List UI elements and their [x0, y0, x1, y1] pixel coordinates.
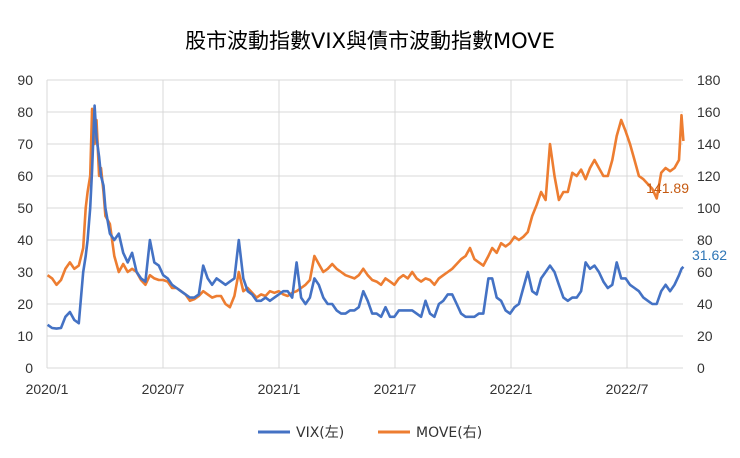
right-tick-label: 40 — [697, 296, 713, 312]
right-tick-label: 0 — [697, 360, 705, 376]
chart-title: 股市波動指數VIX與債市波動指數MOVE — [185, 29, 555, 53]
left-tick-label: 0 — [25, 360, 33, 376]
right-tick-label: 160 — [697, 104, 721, 120]
left-tick-label: 30 — [17, 264, 33, 280]
series-lines — [46, 104, 685, 330]
legend-move-label: MOVE(右) — [416, 425, 482, 441]
gridlines — [46, 79, 683, 369]
right-tick-label: 140 — [697, 136, 721, 152]
right-tick-label: 80 — [697, 232, 713, 248]
x-tick-label: 2021/1 — [258, 381, 301, 397]
left-tick-label: 40 — [17, 232, 33, 248]
vix-last-value-label: 31.62 — [692, 247, 727, 263]
left-tick-label: 80 — [17, 104, 33, 120]
right-tick-label: 100 — [697, 200, 721, 216]
legend: VIX(左) MOVE(右) — [258, 425, 482, 441]
vix-series-line — [46, 104, 685, 330]
x-axis-ticks: 2020/1 2020/7 2021/1 2021/7 2022/1 2022/7 — [26, 381, 649, 397]
right-tick-label: 120 — [697, 168, 721, 184]
move-last-value-label: 141.89 — [646, 180, 689, 196]
right-tick-label: 20 — [697, 328, 713, 344]
x-tick-label: 2020/7 — [142, 381, 185, 397]
x-tick-label: 2022/1 — [490, 381, 533, 397]
right-tick-label: 60 — [697, 264, 713, 280]
right-tick-label: 180 — [697, 72, 721, 88]
left-axis-ticks: 0 10 20 30 40 50 60 70 80 90 — [17, 72, 33, 376]
left-tick-label: 90 — [17, 72, 33, 88]
x-tick-label: 2020/1 — [26, 381, 69, 397]
x-tick-label: 2022/7 — [606, 381, 649, 397]
x-tick-label: 2021/7 — [374, 381, 417, 397]
left-tick-label: 50 — [17, 200, 33, 216]
right-axis-ticks: 0 20 40 60 80 100 120 140 160 180 — [697, 72, 721, 376]
left-tick-label: 60 — [17, 168, 33, 184]
left-tick-label: 20 — [17, 296, 33, 312]
left-tick-label: 70 — [17, 136, 33, 152]
legend-vix-label: VIX(左) — [296, 425, 344, 441]
left-tick-label: 10 — [17, 328, 33, 344]
